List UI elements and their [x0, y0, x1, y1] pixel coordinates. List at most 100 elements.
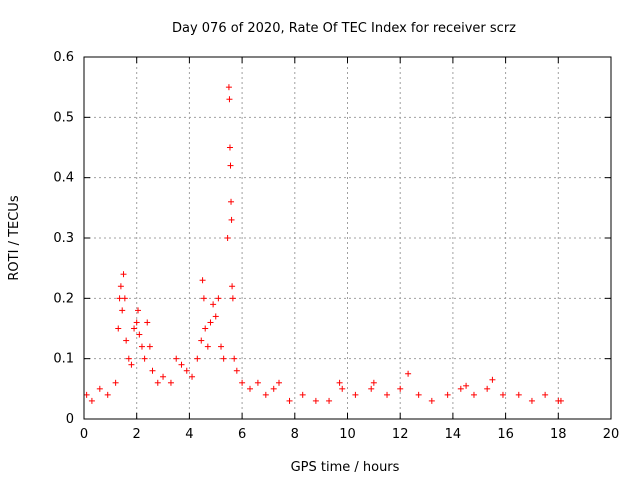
- x-tick-label: 0: [80, 427, 88, 442]
- data-point: [499, 391, 506, 398]
- grid-lines: [84, 57, 611, 419]
- x-tick-label: 8: [291, 427, 299, 442]
- y-tick-label: 0.5: [53, 110, 74, 125]
- data-point: [224, 235, 231, 241]
- data-point: [104, 391, 111, 398]
- x-tick-label: 16: [497, 427, 514, 442]
- data-point: [121, 295, 128, 302]
- data-point: [489, 376, 496, 383]
- x-tick-label: 10: [339, 427, 356, 442]
- data-point: [183, 367, 190, 374]
- data-point: [229, 283, 236, 290]
- data-point: [88, 397, 95, 404]
- x-tick-label: 18: [550, 427, 567, 442]
- data-point: [178, 361, 185, 368]
- data-point: [227, 162, 234, 169]
- data-point: [368, 385, 375, 392]
- data-point: [96, 385, 103, 392]
- data-point: [515, 391, 522, 398]
- data-point: [194, 355, 201, 362]
- data-point: [336, 379, 343, 386]
- data-point: [262, 391, 269, 398]
- data-point: [229, 295, 236, 302]
- x-tick-label: 20: [603, 427, 620, 442]
- data-point: [397, 385, 404, 392]
- data-point: [557, 397, 564, 404]
- data-point: [326, 397, 333, 404]
- data-point: [131, 325, 138, 332]
- data-point: [226, 144, 233, 151]
- data-point: [428, 397, 435, 404]
- data-point: [254, 379, 261, 386]
- chart-title: Day 076 of 2020, Rate Of TEC Index for r…: [172, 21, 516, 36]
- y-tick-label: 0.1: [53, 352, 74, 367]
- data-point: [117, 283, 124, 290]
- data-point: [160, 373, 167, 380]
- data-point: [138, 343, 145, 350]
- data-point: [352, 391, 359, 398]
- data-point: [463, 382, 470, 389]
- data-point: [484, 385, 491, 392]
- data-point: [119, 307, 126, 314]
- data-point: [210, 301, 217, 308]
- plot-frame: [83, 56, 612, 420]
- data-point: [247, 385, 254, 392]
- data-point: [123, 337, 130, 344]
- data-point: [198, 337, 205, 344]
- data-point: [218, 343, 225, 350]
- data-point: [154, 379, 161, 386]
- y-tick-label: 0.3: [53, 231, 74, 246]
- data-point: [115, 325, 122, 332]
- data-point: [136, 331, 143, 338]
- data-point: [339, 385, 346, 392]
- data-point: [212, 313, 219, 320]
- data-point: [415, 391, 422, 398]
- data-point: [141, 355, 148, 362]
- data-point: [384, 391, 391, 398]
- data-point: [220, 355, 227, 362]
- data-point: [470, 391, 477, 398]
- data-point: [405, 370, 412, 377]
- data-point: [239, 379, 246, 386]
- data-point: [528, 397, 535, 404]
- y-axis-label: ROTI / TECUs: [7, 195, 22, 280]
- data-point: [200, 295, 207, 302]
- data-point: [286, 397, 293, 404]
- data-point: [133, 319, 140, 326]
- data-point: [542, 391, 549, 398]
- data-point: [146, 343, 153, 350]
- data-point: [231, 355, 238, 362]
- data-point: [112, 379, 119, 386]
- data-point: [149, 367, 156, 374]
- axis-ticks: 0 2 4 6 8 10 12 14 16 18 20 0 0.1 0.2 0.3 0.4 0.5 0.6: [53, 50, 619, 442]
- data-point: [207, 319, 214, 326]
- data-point: [312, 397, 319, 404]
- data-point: [275, 379, 282, 386]
- data-point: [83, 391, 90, 398]
- data-point: [444, 391, 451, 398]
- data-point: [167, 379, 174, 386]
- y-tick-label: 0.2: [53, 291, 74, 306]
- data-point: [189, 373, 196, 380]
- x-axis-label: GPS time / hours: [291, 460, 400, 475]
- x-tick-label: 14: [445, 427, 462, 442]
- x-tick-label: 12: [392, 427, 409, 442]
- data-point: [199, 277, 206, 284]
- data-point: [299, 391, 306, 398]
- data-points: [83, 84, 564, 404]
- data-point: [228, 198, 235, 205]
- data-point: [204, 343, 211, 350]
- data-point: [202, 325, 209, 332]
- data-point: [125, 355, 132, 362]
- x-tick-label: 2: [133, 427, 141, 442]
- data-point: [226, 96, 233, 103]
- data-point: [457, 385, 464, 392]
- y-tick-label: 0: [66, 412, 74, 427]
- y-tick-label: 0.4: [53, 171, 74, 186]
- data-point: [233, 367, 240, 374]
- data-point: [116, 295, 123, 302]
- data-point: [225, 84, 232, 91]
- data-point: [215, 295, 222, 302]
- data-point: [144, 319, 151, 326]
